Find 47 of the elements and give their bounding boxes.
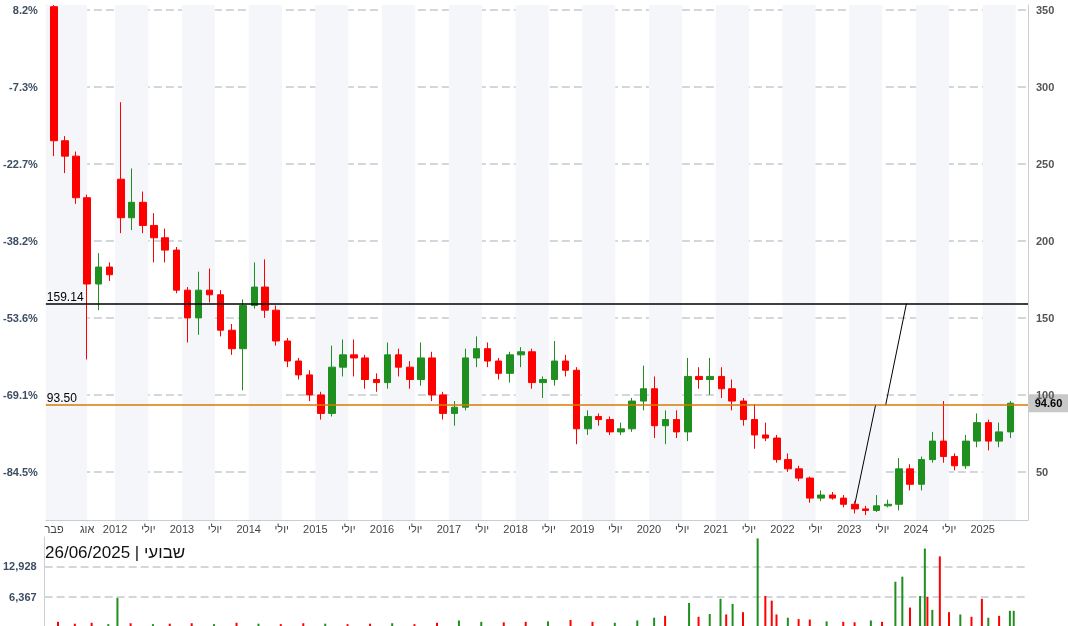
x-tick-label: יולי: [408, 522, 423, 535]
x-tick-label: יולי: [207, 522, 223, 535]
x-tick-label: 2019: [569, 522, 595, 535]
x-tick-label: 2013: [169, 522, 195, 535]
y-tick-label: 50: [1036, 465, 1049, 478]
x-tick-label: יולי: [474, 522, 490, 535]
y-tick-label: 300: [1036, 80, 1055, 93]
x-tick-label: 2022: [770, 522, 795, 535]
x-tick-label: יולי: [808, 522, 823, 535]
ref-line-label: 93.50: [46, 390, 78, 405]
y2-tick-label: -84.5%: [2, 465, 39, 478]
y-tick-label: 350: [1036, 3, 1055, 16]
x-tick-label: 2020: [636, 522, 662, 535]
x-tick-label: 2024: [903, 522, 929, 535]
x-tick-label: יולי: [674, 522, 690, 535]
x-tick-label: יולי: [741, 522, 757, 535]
y2-tick-label: -53.6%: [2, 311, 39, 324]
x-tick-label: 2012: [102, 522, 128, 535]
y2-tick-label: -69.1%: [2, 388, 39, 401]
x-tick-label: 2023: [836, 522, 862, 535]
y-tick-label: 6,367: [9, 590, 37, 603]
x-tick-label: יולי: [608, 522, 623, 535]
x-tick-label: פבר: [44, 522, 64, 535]
x-tick-label: 2017: [436, 522, 462, 535]
y-tick-label: 200: [1036, 234, 1055, 247]
y-tick-label: 12,928: [2, 560, 37, 573]
x-tick-label: יולי: [941, 522, 957, 535]
x-tick-label: יולי: [141, 522, 156, 535]
x-tick-label: יולי: [541, 522, 556, 535]
y2-tick-label: -38.2%: [2, 234, 39, 247]
chart-title: שבועי | 26/06/2025: [45, 543, 186, 562]
x-tick-label: 2016: [369, 522, 395, 535]
x-tick-label: 2018: [503, 522, 528, 535]
x-tick-label: 2025: [970, 522, 995, 535]
y-tick-label: 250: [1036, 157, 1055, 170]
y2-tick-label: -7.3%: [9, 80, 39, 93]
x-tick-label: 2015: [303, 522, 328, 535]
y2-tick-label: 8.2%: [12, 3, 39, 16]
x-tick-label: יולי: [875, 522, 890, 535]
x-tick-label: אוג: [79, 522, 95, 535]
ref-line-label: 159.14: [46, 289, 84, 304]
y-tick-label: 150: [1036, 311, 1055, 324]
x-tick-label: 2021: [703, 522, 729, 535]
x-tick-label: יולי: [274, 522, 289, 535]
x-tick-label: יולי: [341, 522, 356, 535]
y2-tick-label: -22.7%: [2, 157, 39, 170]
x-tick-label: 2014: [236, 522, 261, 535]
